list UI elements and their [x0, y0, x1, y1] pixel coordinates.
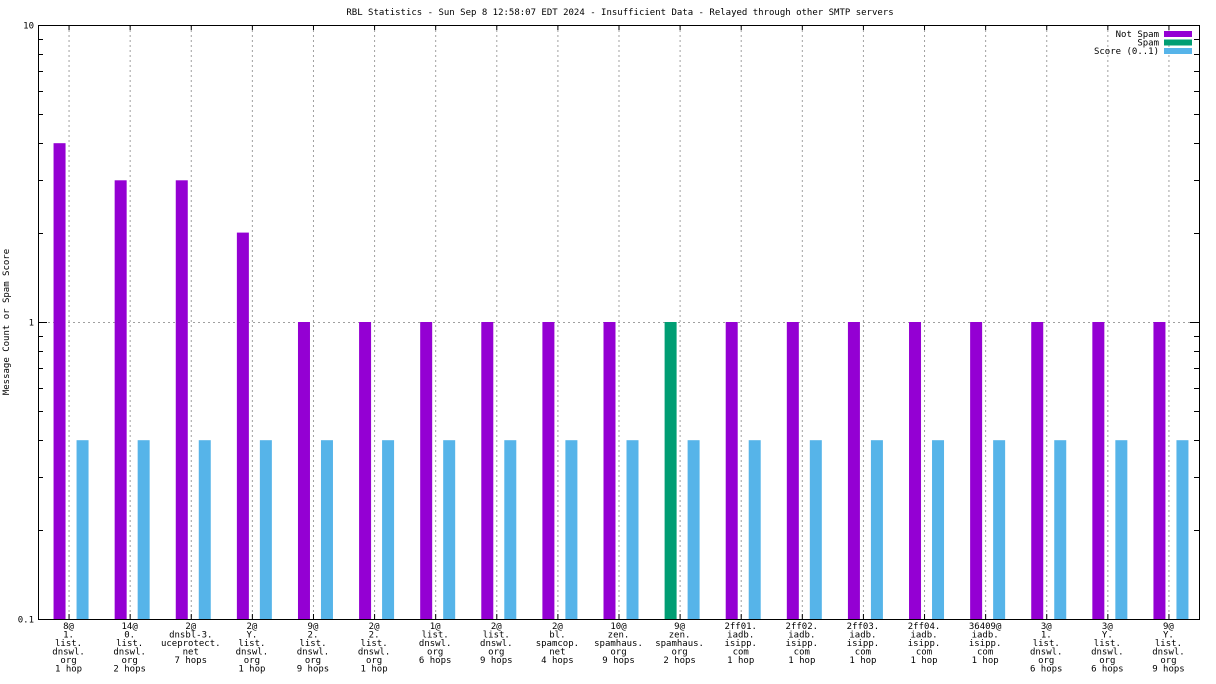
bar-score-0-1--0 [76, 440, 89, 619]
x-tick-label-0: 8@ 1. list. dnswl. org 1 hop [52, 622, 85, 675]
bar-score-0-1--15 [993, 440, 1006, 619]
x-tick-label-5: 2@ 2. list. dnswl. org 1 hop [358, 622, 391, 675]
bar-score-0-1--17 [1115, 440, 1128, 619]
x-tick-label-18: 9@ Y. list. dnswl. org 9 hops [1152, 622, 1185, 675]
bar-not-spam-3 [236, 232, 249, 619]
bar-score-0-1--8 [565, 440, 578, 619]
bar-score-0-1--2 [198, 440, 211, 619]
legend-swatch-spam [1164, 39, 1192, 46]
x-tick-label-7: 2@ list. dnswl. org 9 hops [480, 622, 513, 666]
bar-not-spam-6 [420, 322, 433, 619]
y-axis-ticks: 0.1 1 10 [18, 22, 34, 626]
bar-not-spam-0 [53, 143, 66, 620]
y-tick-label: 10 [23, 22, 34, 32]
legend-swatch-score-0-1- [1164, 48, 1192, 54]
x-tick-label-16: 3@ 1. list. dnswl. org 6 hops [1030, 622, 1063, 675]
bar-score-0-1--12 [809, 440, 822, 619]
bar-score-0-1--6 [443, 440, 456, 619]
bar-not-spam-15 [970, 322, 983, 619]
x-tick-label-3: 2@ Y. list. dnswl. org 1 hop [236, 622, 269, 675]
bar-not-spam-4 [297, 322, 310, 619]
legend-label-spam: Spam [1137, 39, 1159, 49]
x-tick-label-12: 2ff02. iadb. isipp. com 1 hop [786, 622, 819, 666]
y-tick-label: 0.1 [18, 616, 34, 626]
bar-spam-10 [664, 322, 677, 619]
bar-not-spam-1 [114, 180, 127, 619]
bar-score-0-1--18 [1176, 440, 1189, 619]
x-axis-ticks: 8@ 1. list. dnswl. org 1 hop 14@ 0. list. dnswl. o… [52, 622, 1184, 675]
legend-label-score-0-1-: Score (0..1) [1094, 47, 1159, 57]
bar-score-0-1--13 [870, 440, 883, 619]
bar-score-0-1--11 [748, 440, 761, 619]
x-tick-label-14: 2ff04. iadb. isipp. com 1 hop [908, 622, 941, 666]
bar-score-0-1--5 [382, 440, 395, 619]
bar-score-0-1--7 [504, 440, 517, 619]
bar-score-0-1--3 [259, 440, 272, 619]
x-tick-label-8: 2@ bl. spamcop. net 4 hops [536, 622, 579, 666]
bar-score-0-1--1 [137, 440, 150, 619]
x-tick-label-1: 14@ 0. list. dnswl. org 2 hops [113, 622, 146, 675]
bar-not-spam-17 [1092, 322, 1105, 619]
bar-not-spam-12 [786, 322, 799, 619]
bars [53, 143, 1189, 620]
bar-not-spam-16 [1031, 322, 1044, 619]
bar-score-0-1--9 [626, 440, 639, 619]
y-tick-label: 1 [29, 319, 34, 329]
bar-not-spam-11 [725, 322, 738, 619]
bar-not-spam-8 [542, 322, 555, 619]
bar-score-0-1--10 [687, 440, 700, 619]
x-tick-label-13: 2ff03. iadb. isipp. com 1 hop [847, 622, 880, 666]
bar-not-spam-2 [175, 180, 188, 619]
bar-not-spam-14 [909, 322, 922, 619]
x-tick-label-2: 2@ dnsbl-3. uceprotect. net 7 hops [161, 622, 221, 666]
grid-lines [38, 25, 1199, 620]
bar-not-spam-13 [847, 322, 860, 619]
x-tick-label-4: 9@ 2. list. dnswl. org 9 hops [297, 622, 330, 675]
plot-border [38, 25, 1200, 620]
bar-not-spam-7 [481, 322, 494, 619]
y-axis-label: Message Count or Spam Score [2, 249, 12, 395]
legend-swatch-not-spam [1164, 31, 1192, 37]
bar-score-0-1--16 [1054, 440, 1067, 619]
bar-not-spam-5 [359, 322, 372, 619]
x-tick-label-15: 36409@ iadb. isipp. com 1 hop [969, 622, 1002, 666]
x-tick-label-11: 2ff01. iadb. isipp. com 1 hop [724, 622, 757, 666]
x-tick-label-17: 3@ Y. list. dnswl. org 6 hops [1091, 622, 1124, 675]
x-tick-label-10: 9@ zen. spamhaus. org 2 hops [655, 622, 704, 666]
bar-score-0-1--4 [320, 440, 333, 619]
bar-score-0-1--14 [932, 440, 945, 619]
x-tick-label-6: 1@ list. dnswl. org 6 hops [419, 622, 452, 666]
bar-not-spam-18 [1153, 322, 1166, 619]
x-tick-label-9: 10@ zen. spamhaus. org 9 hops [594, 622, 643, 666]
bar-not-spam-9 [603, 322, 616, 619]
chart-title: RBL Statistics - Sun Sep 8 12:58:07 EDT … [346, 8, 893, 18]
legend-label-not-spam: Not Spam [1116, 30, 1159, 40]
